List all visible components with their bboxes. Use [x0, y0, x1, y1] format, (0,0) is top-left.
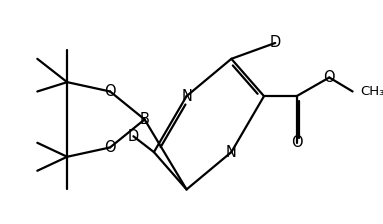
Text: B: B — [140, 112, 149, 127]
Text: O: O — [291, 135, 303, 150]
Text: D: D — [128, 129, 139, 144]
Text: N: N — [181, 89, 192, 104]
Text: CH₃: CH₃ — [360, 85, 383, 98]
Text: D: D — [270, 35, 281, 50]
Text: O: O — [104, 140, 116, 155]
Text: N: N — [226, 145, 237, 160]
Text: O: O — [324, 70, 335, 85]
Text: O: O — [104, 84, 116, 99]
